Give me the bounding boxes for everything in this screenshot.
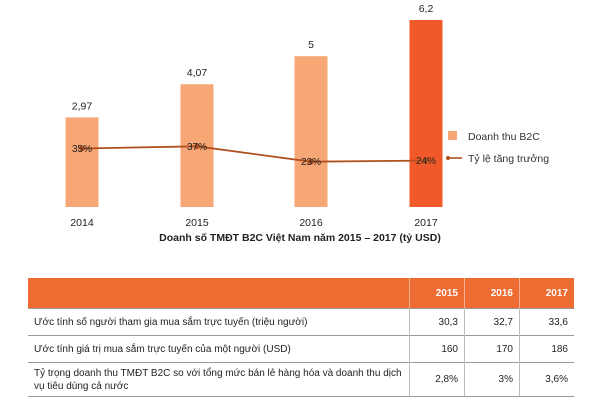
legend-bar-label: Doanh thu B2C: [468, 131, 540, 143]
x-tick-label: 2016: [299, 217, 323, 229]
legend-bar-swatch: [448, 131, 457, 140]
chart-title: Doanh số TMĐT B2C Việt Nam năm 2015 – 20…: [159, 232, 441, 244]
x-tick-label: 2017: [414, 217, 438, 229]
growth-point: [194, 143, 200, 150]
table-row: Tỷ trọng doanh thu TMĐT B2C so với tổng …: [28, 362, 574, 397]
table-cell: 2,8%: [409, 362, 465, 397]
legend-line-marker-left: [446, 156, 450, 160]
table-header-row: 2015 2016 2017: [28, 278, 574, 309]
bar-labels-group: 2,97 4,07 5 6,2: [72, 3, 434, 112]
table-cell: 3,6%: [519, 362, 574, 397]
growth-point: [423, 157, 429, 164]
table-header-blank: [28, 278, 410, 309]
growth-label: 23%: [301, 157, 321, 168]
bar-2016: [294, 56, 328, 208]
growth-line-group: 35% 37% 23% 24%: [72, 142, 436, 168]
bars-group: [65, 20, 443, 208]
growth-point: [308, 158, 314, 165]
legend: Doanh thu B2C Tỷ lệ tăng trưởng: [446, 131, 549, 165]
table-header-year: 2015: [409, 278, 465, 309]
bar-2017: [409, 20, 443, 207]
table-cell: 30,3: [409, 308, 465, 336]
table-row: Ước tính giá trị mua sắm trực tuyến của …: [28, 335, 574, 363]
x-tick-label: 2014: [70, 217, 94, 229]
bar-value-label: 5: [308, 39, 314, 51]
growth-label: 24%: [416, 156, 436, 167]
bar-2014: [65, 117, 99, 207]
legend-line-label: Tỷ lệ tăng trưởng: [468, 153, 549, 165]
table-cell: 170: [464, 335, 520, 363]
table-cell: 186: [519, 335, 574, 363]
table-row-label: Ước tính số người tham gia mua sắm trực …: [28, 308, 410, 336]
table-row-label: Ước tính giá trị mua sắm trực tuyến của …: [28, 335, 410, 363]
growth-label: 35%: [72, 144, 92, 155]
stats-table: 2015 2016 2017 Ước tính số người tham gi…: [28, 278, 574, 397]
table-row: Ước tính số người tham gia mua sắm trực …: [28, 308, 574, 336]
table-header-year: 2016: [464, 278, 520, 309]
table-header-year: 2017: [519, 278, 574, 309]
table-cell: 32,7: [464, 308, 520, 336]
table-cell: 33,6: [519, 308, 574, 336]
x-tick-label: 2015: [185, 217, 209, 229]
bar-value-label: 6,2: [419, 3, 434, 15]
table-cell: 160: [409, 335, 465, 363]
table-row-label: Tỷ trọng doanh thu TMĐT B2C so với tổng …: [28, 362, 410, 397]
bar-value-label: 2,97: [72, 100, 93, 112]
growth-line: [81, 145, 427, 163]
growth-point: [79, 145, 85, 152]
table-cell: 3%: [464, 362, 520, 397]
growth-label: 37%: [187, 142, 207, 153]
bar-value-label: 4,07: [187, 67, 208, 79]
x-tick-labels: 2014 2015 2016 2017: [70, 217, 438, 229]
